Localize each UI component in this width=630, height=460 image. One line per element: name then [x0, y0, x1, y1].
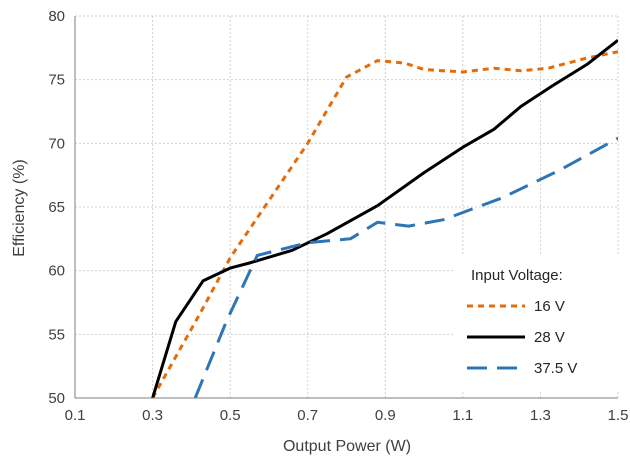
x-tick-label: 0.7	[297, 407, 318, 424]
legend-label: 37.5 V	[534, 360, 577, 377]
y-tick-label: 75	[48, 72, 65, 89]
plot-series	[151, 39, 618, 398]
x-tick-label: 1.3	[530, 407, 551, 424]
legend-title: Input Voltage:	[471, 267, 563, 284]
x-tick-label: 0.3	[142, 407, 163, 424]
x-tick-label: 1.1	[452, 407, 473, 424]
y-tick-label: 65	[48, 199, 65, 216]
x-tick-label: 0.1	[65, 407, 86, 424]
legend-label: 16 V	[534, 298, 565, 315]
tick-labels: 0.1 0.3 0.5 0.7 0.9 1.1 1.3 1.5 50 55 60 65 70 75 80	[48, 8, 628, 424]
y-tick-label: 55	[48, 326, 65, 343]
x-tick-label: 0.9	[375, 407, 396, 424]
y-tick-label: 80	[48, 8, 65, 25]
y-tick-label: 50	[48, 390, 65, 407]
legend-entries: 16 V 28 V 37.5 V	[467, 298, 577, 377]
legend: Input Voltage: 16 V 28 V 37.5 V	[455, 254, 620, 391]
y-tick-label: 60	[48, 263, 65, 280]
axes	[74, 16, 618, 399]
legend-label: 28 V	[534, 329, 565, 346]
y-axis-title: Efficiency (%)	[11, 159, 28, 257]
x-tick-label: 1.5	[608, 407, 629, 424]
x-tick-label: 0.5	[220, 407, 241, 424]
series-line-37-5-V	[193, 136, 618, 398]
x-axis-title: Output Power (W)	[283, 438, 411, 455]
series-line-28-V	[151, 39, 618, 398]
series-line-16-V	[151, 50, 618, 398]
y-tick-label: 70	[48, 135, 65, 152]
